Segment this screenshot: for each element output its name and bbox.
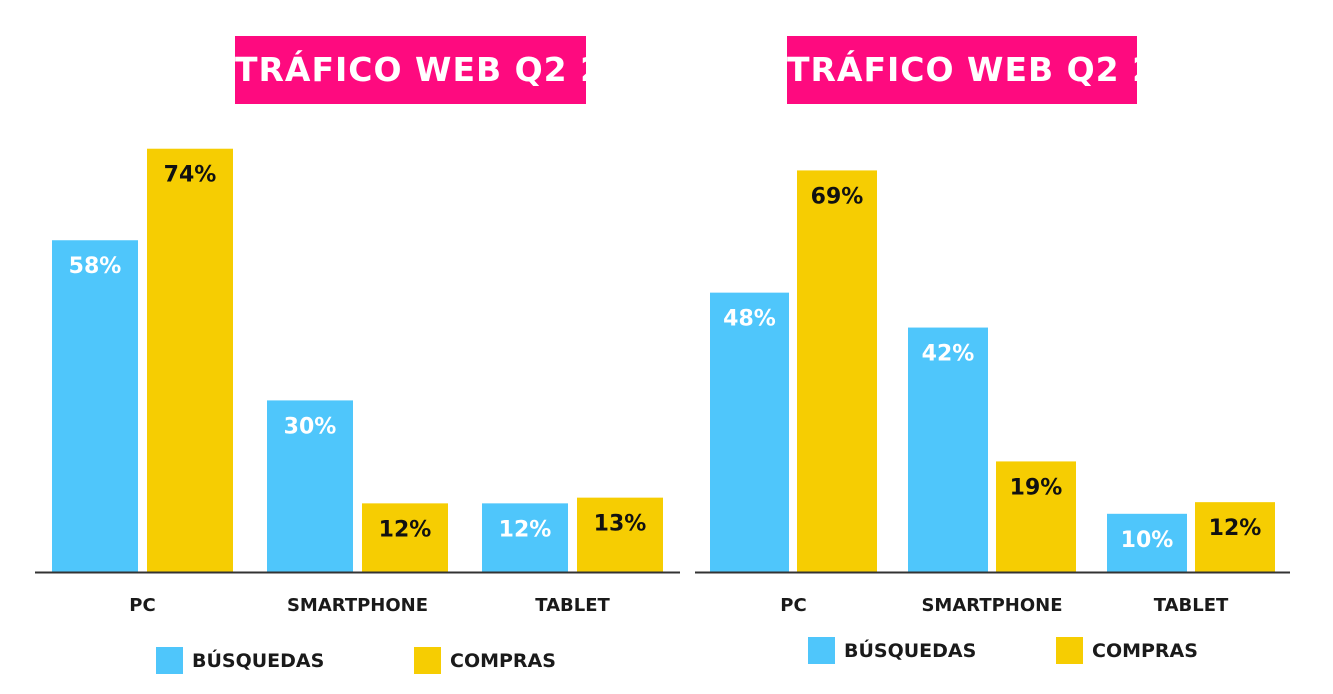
legend-swatch-compras: [1056, 637, 1083, 664]
legend-label: COMPRAS: [1092, 639, 1198, 662]
legend-item-busquedas: BÚSQUEDAS: [156, 647, 324, 674]
data-label: 30%: [284, 414, 337, 439]
legend-item-compras: COMPRAS: [1056, 637, 1198, 664]
bar-compras-tablet: [1195, 502, 1275, 572]
bar-compras-pc: [797, 170, 877, 573]
legend-label: BÚSQUEDAS: [192, 649, 325, 672]
bar-busquedas-smartphone: [267, 400, 353, 572]
data-label: 10%: [1121, 528, 1174, 553]
bar-busquedas-pc: [52, 240, 138, 573]
data-label: 74%: [164, 163, 217, 188]
data-label: 48%: [723, 307, 776, 332]
data-label: 12%: [499, 517, 552, 542]
data-label: 69%: [811, 184, 864, 209]
legend-swatch-compras: [414, 647, 441, 674]
bar-busquedas-pc: [710, 292, 789, 572]
legend-item-busquedas: BÚSQUEDAS: [808, 637, 976, 664]
bar-busquedas-smartphone: [908, 327, 988, 572]
legend-swatch-busquedas: [156, 647, 183, 674]
data-label: 13%: [594, 512, 647, 537]
data-label: 12%: [379, 517, 432, 542]
bar-busquedas-tablet: [1107, 513, 1187, 572]
x-tick-label: SMARTPHONE: [921, 595, 1062, 616]
bar-compras-smartphone: [362, 503, 448, 572]
legend-label: COMPRAS: [450, 649, 556, 672]
data-label: 42%: [922, 342, 975, 367]
x-tick-label: SMARTPHONE: [287, 595, 428, 616]
data-label: 58%: [69, 254, 122, 279]
bar-busquedas-tablet: [482, 503, 568, 572]
legend-item-compras: COMPRAS: [414, 647, 556, 674]
legend-label: BÚSQUEDAS: [844, 639, 977, 662]
bar-compras-tablet: [577, 497, 663, 572]
chart-panel-2014: TRÁFICO WEB Q2 2014 58% 30% 12% 74% 12% 13% PC…: [35, 36, 680, 674]
bar-chart-2014: 58% 30% 12% 74% 12% 13% PC SMARTPHONE TABLET: [35, 148, 680, 616]
data-label: 19%: [1010, 475, 1063, 500]
x-tick-label: TABLET: [535, 595, 610, 616]
legend-swatch-busquedas: [808, 637, 835, 664]
x-tick-label: PC: [129, 595, 155, 616]
bar-compras-smartphone: [996, 461, 1076, 572]
bar-compras-pc: [147, 148, 233, 572]
bar-chart-2015: 48% 42% 10% 69% 19% 12% PC SMARTPHONE TABLET: [695, 170, 1290, 616]
x-tick-label: PC: [780, 595, 806, 616]
data-label: 12%: [1209, 516, 1262, 541]
chart-panel-2015: TRÁFICO WEB Q2 2015 48% 42% 10% 69% 19% 12% PC…: [690, 0, 1333, 694]
x-tick-label: TABLET: [1154, 595, 1229, 616]
